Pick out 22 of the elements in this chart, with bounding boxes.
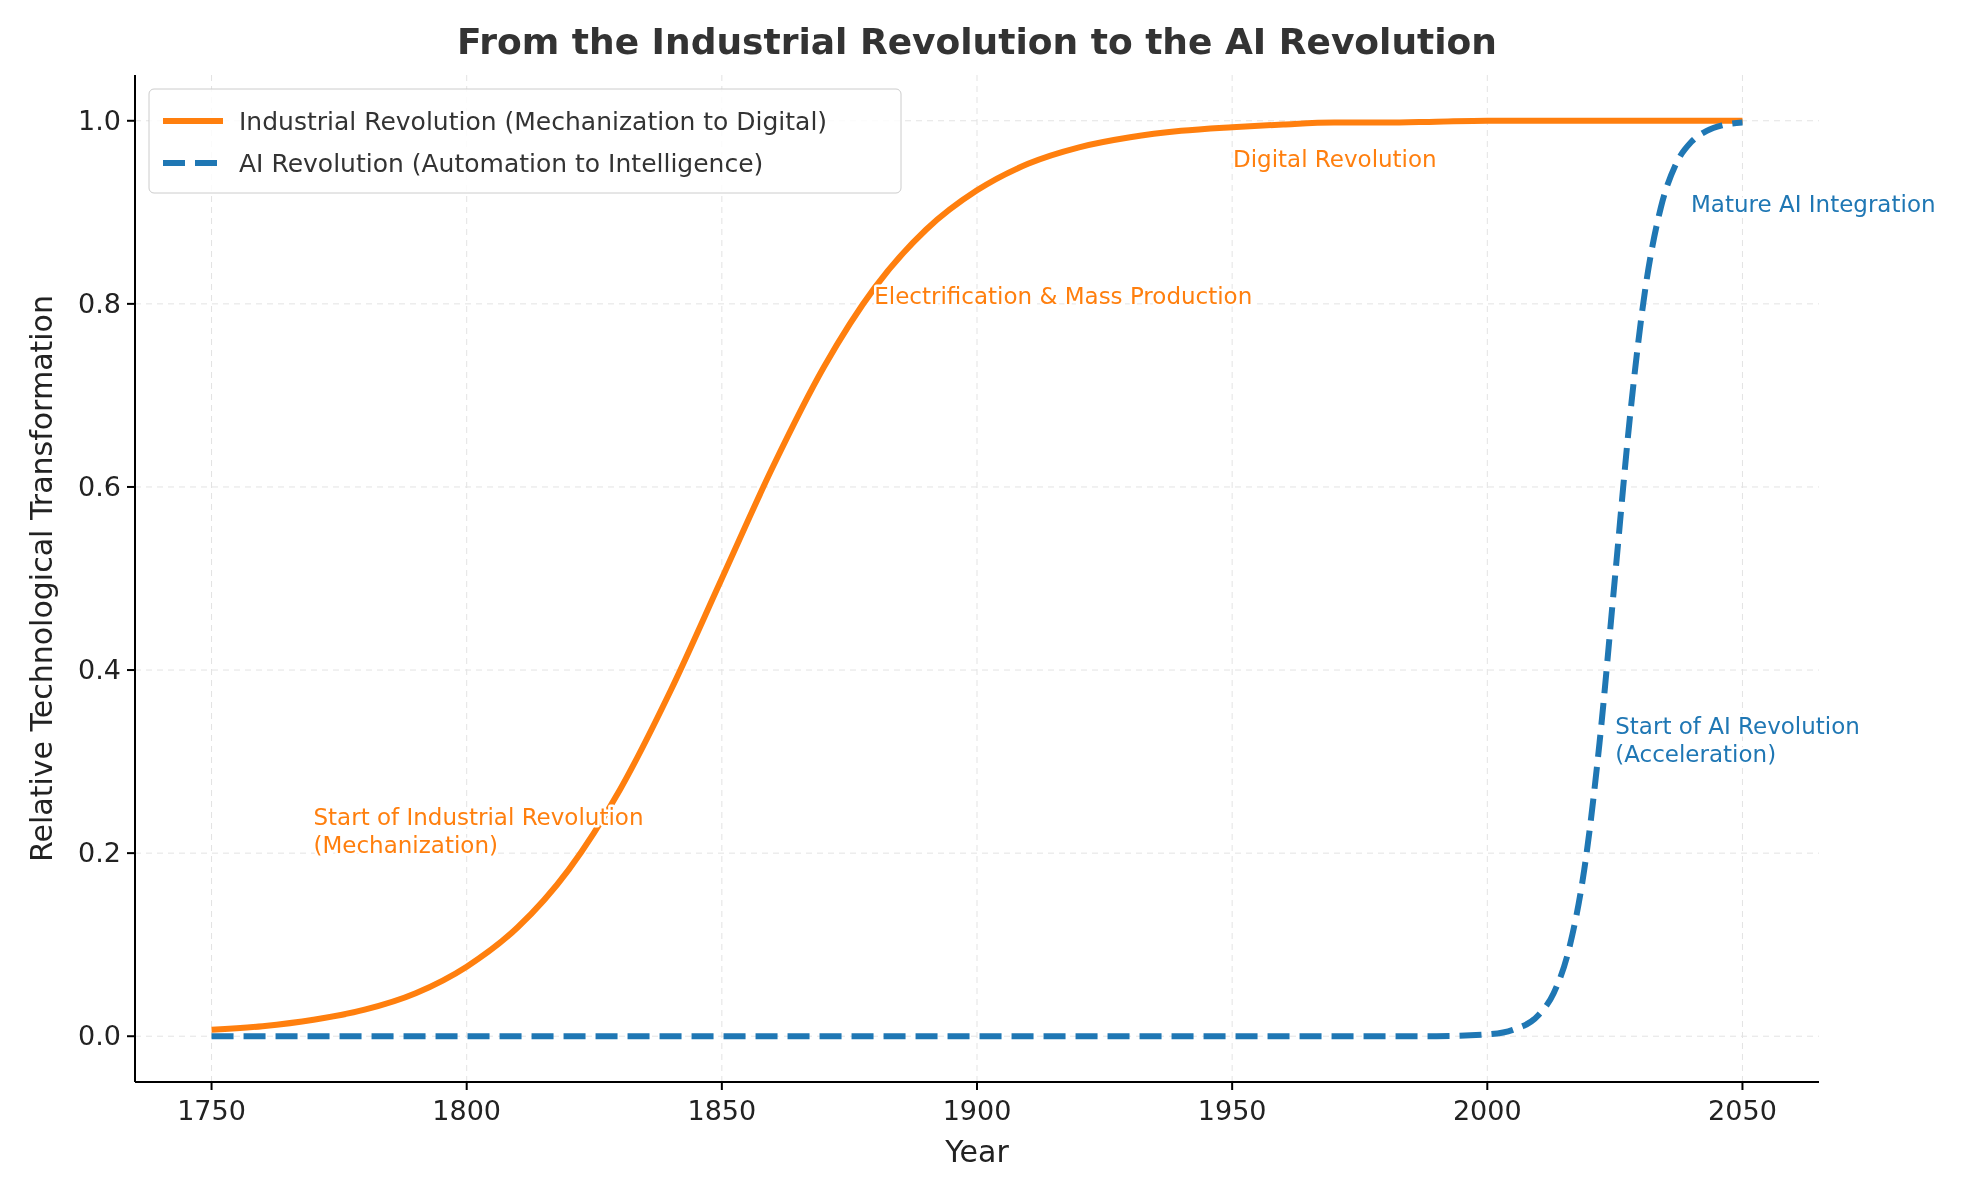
legend-label: Industrial Revolution (Mechanization to Digital) <box>239 107 828 136</box>
annotation: Mature AI Integration <box>1691 190 1936 217</box>
x-tick-label: 1950 <box>1197 1095 1267 1126</box>
annotation: Digital Revolution <box>1232 145 1437 172</box>
y-tick-label: 1.0 <box>78 104 121 136</box>
x-tick-label: 1900 <box>942 1095 1012 1126</box>
y-tick-label: 0.6 <box>78 470 121 502</box>
y-tick-label: 0.2 <box>78 837 121 869</box>
x-tick-label: 1750 <box>177 1095 246 1126</box>
y-tick-label: 0.4 <box>78 654 121 686</box>
x-tick-label: 1850 <box>687 1095 757 1126</box>
x-axis-title: Year <box>944 1134 1010 1169</box>
annotation: Start of AI Revolution (Acceleration) <box>1615 712 1860 767</box>
y-tick-label: 0.0 <box>78 1020 121 1052</box>
y-tick-label: 0.8 <box>78 287 121 319</box>
chart-title: From the Industrial Revolution to the AI Revolution <box>457 21 1497 62</box>
legend-label: AI Revolution (Automation to Intelligence) <box>239 149 764 178</box>
x-tick-label: 1800 <box>432 1095 502 1126</box>
x-tick-label: 2000 <box>1452 1095 1522 1126</box>
annotation: Electrification & Mass Production <box>874 282 1253 309</box>
x-tick-label: 2050 <box>1708 1095 1777 1126</box>
y-axis-title: Relative Technological Transformation <box>24 295 59 862</box>
